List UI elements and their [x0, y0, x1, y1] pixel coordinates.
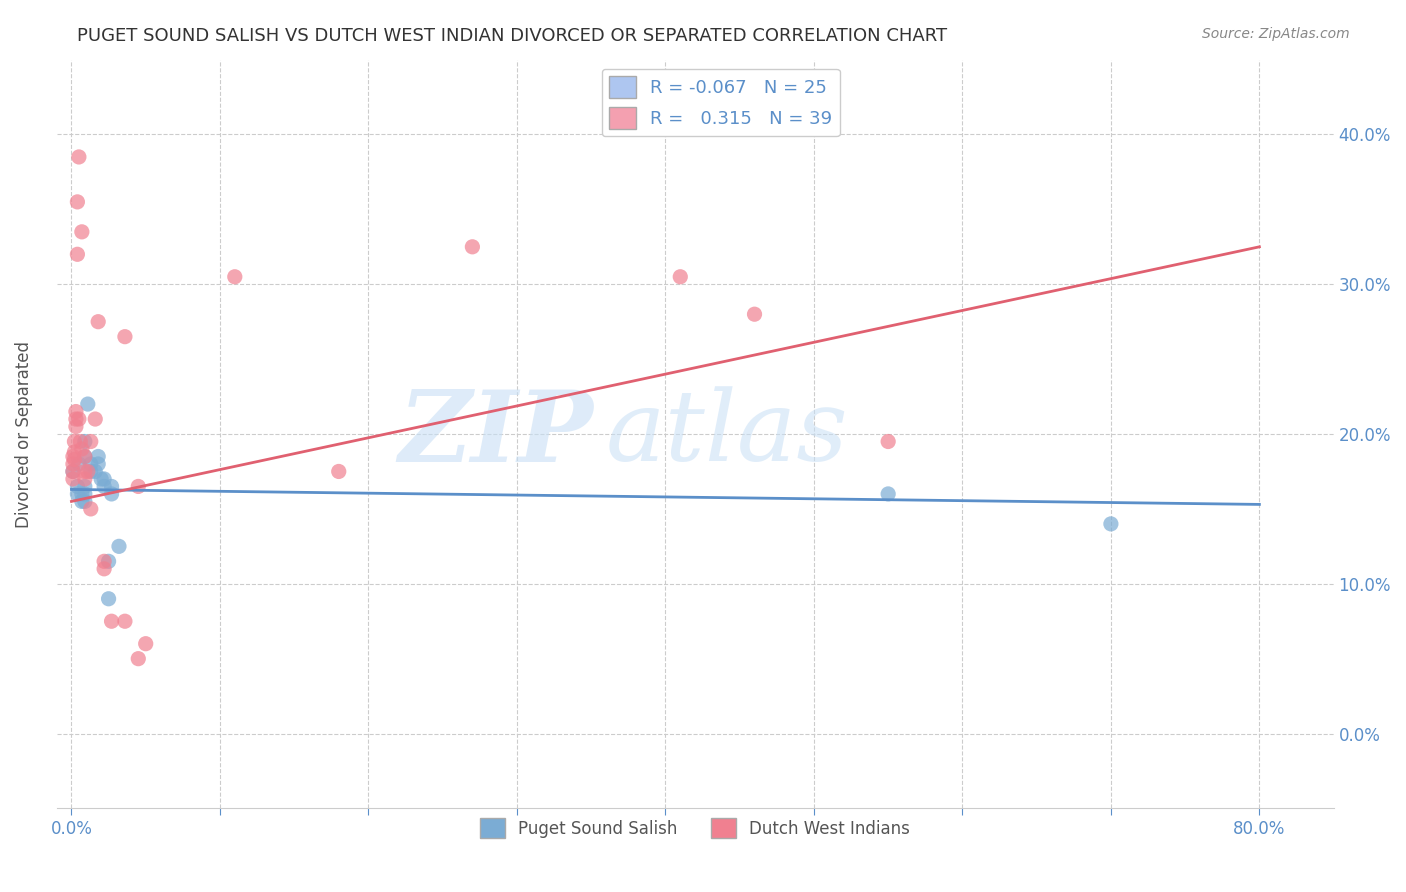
- Point: [70, 487, 93, 501]
- Point: [67, 457, 90, 471]
- Point: [97, 554, 120, 568]
- Point: [62, 465, 84, 479]
- Point: [66, 194, 89, 209]
- Point: [70, 225, 93, 239]
- Point: [70, 442, 93, 456]
- Text: ZIP: ZIP: [398, 385, 593, 483]
- Point: [114, 614, 136, 628]
- Point: [63, 434, 86, 449]
- Point: [63, 452, 86, 467]
- Point: [461, 240, 484, 254]
- Point: [100, 614, 122, 628]
- Point: [62, 472, 84, 486]
- Point: [66, 479, 89, 493]
- Point: [73, 472, 96, 486]
- Point: [80, 465, 103, 479]
- Point: [93, 554, 115, 568]
- Point: [114, 329, 136, 343]
- Y-axis label: Divorced or Separated: Divorced or Separated: [15, 341, 32, 527]
- Point: [73, 465, 96, 479]
- Point: [65, 412, 87, 426]
- Point: [73, 479, 96, 493]
- Point: [744, 307, 766, 321]
- Point: [135, 637, 157, 651]
- Point: [1099, 516, 1122, 531]
- Point: [97, 591, 120, 606]
- Point: [84, 412, 107, 426]
- Point: [73, 487, 96, 501]
- Point: [87, 457, 110, 471]
- Point: [90, 472, 112, 486]
- Point: [100, 479, 122, 493]
- Point: [224, 269, 246, 284]
- Point: [100, 487, 122, 501]
- Point: [69, 434, 91, 449]
- Point: [76, 397, 98, 411]
- Point: [80, 502, 103, 516]
- Point: [84, 465, 107, 479]
- Point: [87, 315, 110, 329]
- Point: [66, 487, 89, 501]
- Point: [108, 539, 131, 553]
- Legend: Puget Sound Salish, Dutch West Indians: Puget Sound Salish, Dutch West Indians: [474, 812, 917, 845]
- Point: [76, 465, 98, 479]
- Point: [65, 419, 87, 434]
- Point: [93, 479, 115, 493]
- Point: [73, 494, 96, 508]
- Point: [62, 457, 84, 471]
- Point: [66, 247, 89, 261]
- Point: [62, 465, 84, 479]
- Point: [93, 472, 115, 486]
- Point: [877, 487, 900, 501]
- Point: [62, 450, 84, 464]
- Point: [73, 434, 96, 449]
- Point: [70, 494, 93, 508]
- Point: [127, 651, 149, 665]
- Point: [73, 450, 96, 464]
- Point: [328, 465, 350, 479]
- Point: [65, 404, 87, 418]
- Point: [127, 479, 149, 493]
- Point: [63, 445, 86, 459]
- Text: Source: ZipAtlas.com: Source: ZipAtlas.com: [1202, 27, 1350, 41]
- Point: [80, 434, 103, 449]
- Point: [87, 450, 110, 464]
- Text: atlas: atlas: [606, 386, 848, 482]
- Point: [67, 412, 90, 426]
- Point: [67, 150, 90, 164]
- Point: [877, 434, 900, 449]
- Point: [80, 457, 103, 471]
- Point: [669, 269, 692, 284]
- Point: [93, 562, 115, 576]
- Text: PUGET SOUND SALISH VS DUTCH WEST INDIAN DIVORCED OR SEPARATED CORRELATION CHART: PUGET SOUND SALISH VS DUTCH WEST INDIAN …: [77, 27, 948, 45]
- Point: [73, 450, 96, 464]
